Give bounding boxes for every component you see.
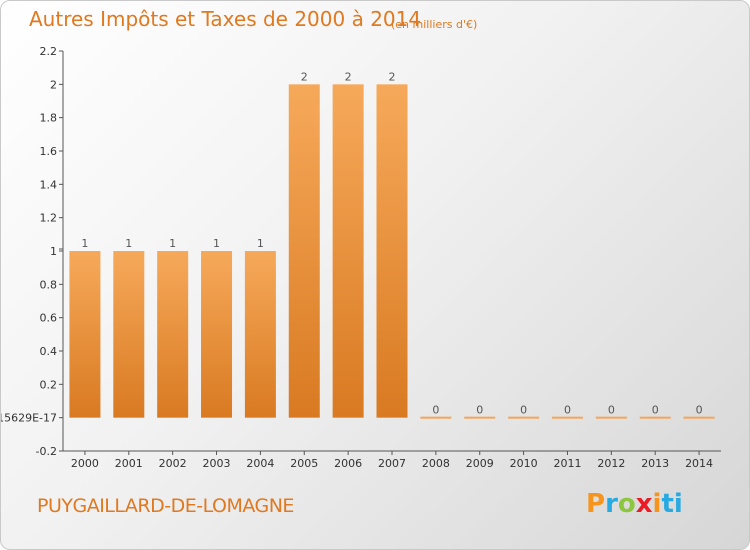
y-tick-label: -0.2 xyxy=(36,445,57,458)
bar xyxy=(551,416,583,419)
y-tick-label: 1 xyxy=(50,245,57,258)
chart-unit: (en milliers d'€) xyxy=(391,18,478,31)
bar xyxy=(244,251,276,418)
y-tick-label: -5.55111515629E-17 xyxy=(1,412,57,425)
bar xyxy=(683,416,715,419)
data-label: 2 xyxy=(389,70,396,83)
data-label: 0 xyxy=(696,404,703,417)
data-label: 1 xyxy=(81,237,88,250)
chart-title: Autres Impôts et Taxes de 2000 à 2014 xyxy=(29,7,422,31)
y-tick-label: 1.2 xyxy=(40,212,58,225)
x-tick-label: 2010 xyxy=(510,457,538,470)
data-label: 1 xyxy=(257,237,264,250)
x-tick-label: 2012 xyxy=(597,457,625,470)
data-label: 1 xyxy=(125,237,132,250)
y-tick-label: 0.6 xyxy=(40,312,58,325)
bar xyxy=(376,84,408,418)
bar xyxy=(595,416,627,419)
x-tick-label: 2013 xyxy=(641,457,669,470)
bar xyxy=(201,251,233,418)
x-tick-label: 2001 xyxy=(115,457,143,470)
x-tick-label: 2011 xyxy=(553,457,581,470)
x-tick-label: 2000 xyxy=(71,457,99,470)
data-label: 2 xyxy=(301,70,308,83)
y-tick-label: 1.8 xyxy=(40,112,58,125)
bar xyxy=(157,251,189,418)
y-tick-label: 0.2 xyxy=(40,378,58,391)
data-label: 1 xyxy=(169,237,176,250)
bar xyxy=(464,416,496,419)
bar xyxy=(288,84,320,418)
data-label: 2 xyxy=(345,70,352,83)
x-tick-label: 2005 xyxy=(290,457,318,470)
location-name: PUYGAILLARD-DE-LOMAGNE xyxy=(37,495,294,517)
x-tick-label: 2007 xyxy=(378,457,406,470)
x-tick-label: 2003 xyxy=(203,457,231,470)
data-label: 0 xyxy=(564,404,571,417)
x-tick-label: 2004 xyxy=(246,457,274,470)
x-tick-label: 2009 xyxy=(466,457,494,470)
data-label: 0 xyxy=(432,404,439,417)
x-tick-label: 2002 xyxy=(159,457,187,470)
bar xyxy=(508,416,540,419)
bar xyxy=(69,251,101,418)
data-label: 1 xyxy=(213,237,220,250)
data-label: 0 xyxy=(652,404,659,417)
data-label: 0 xyxy=(608,404,615,417)
x-tick-label: 2008 xyxy=(422,457,450,470)
bar xyxy=(113,251,145,418)
x-tick-label: 2014 xyxy=(685,457,713,470)
y-tick-label: 0.4 xyxy=(40,345,58,358)
y-tick-label: 1.6 xyxy=(40,145,58,158)
data-label: 0 xyxy=(476,404,483,417)
y-tick-label: 2 xyxy=(50,78,57,91)
bar xyxy=(420,416,452,419)
x-tick-label: 2006 xyxy=(334,457,362,470)
proxiti-logo: Proxiti xyxy=(586,489,683,519)
data-label: 0 xyxy=(520,404,527,417)
bar xyxy=(639,416,671,419)
y-tick-label: 1.4 xyxy=(40,178,58,191)
y-tick-label: 0.8 xyxy=(40,278,58,291)
bar xyxy=(332,84,364,418)
y-tick-label: 2.2 xyxy=(40,45,58,58)
